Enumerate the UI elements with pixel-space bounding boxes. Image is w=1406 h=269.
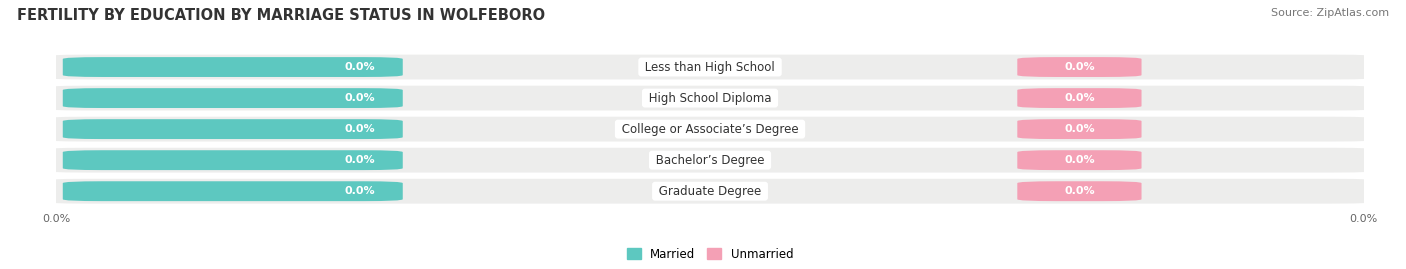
Text: Bachelor’s Degree: Bachelor’s Degree [652,154,768,167]
Text: 0.0%: 0.0% [344,186,375,196]
FancyBboxPatch shape [63,181,402,201]
FancyBboxPatch shape [63,57,402,77]
Text: 0.0%: 0.0% [344,93,375,103]
FancyBboxPatch shape [37,86,1384,111]
Text: 0.0%: 0.0% [1064,155,1095,165]
FancyBboxPatch shape [1018,119,1142,139]
FancyBboxPatch shape [1018,150,1142,170]
Text: Graduate Degree: Graduate Degree [655,185,765,198]
Text: 0.0%: 0.0% [344,62,375,72]
Text: 0.0%: 0.0% [344,155,375,165]
FancyBboxPatch shape [37,148,1384,173]
Text: 0.0%: 0.0% [1064,124,1095,134]
FancyBboxPatch shape [1018,57,1142,77]
Text: 0.0%: 0.0% [344,124,375,134]
Text: 0.0%: 0.0% [1064,186,1095,196]
FancyBboxPatch shape [63,119,402,139]
Text: 0.0%: 0.0% [1064,93,1095,103]
FancyBboxPatch shape [1018,88,1142,108]
Text: College or Associate’s Degree: College or Associate’s Degree [617,123,803,136]
FancyBboxPatch shape [37,117,1384,141]
Text: Source: ZipAtlas.com: Source: ZipAtlas.com [1271,8,1389,18]
FancyBboxPatch shape [1018,181,1142,201]
Text: High School Diploma: High School Diploma [645,91,775,105]
FancyBboxPatch shape [37,55,1384,79]
FancyBboxPatch shape [37,179,1384,204]
Text: FERTILITY BY EDUCATION BY MARRIAGE STATUS IN WOLFEBORO: FERTILITY BY EDUCATION BY MARRIAGE STATU… [17,8,546,23]
Legend: Married, Unmarried: Married, Unmarried [621,243,799,265]
Text: 0.0%: 0.0% [1064,62,1095,72]
FancyBboxPatch shape [63,150,402,170]
Text: Less than High School: Less than High School [641,61,779,73]
FancyBboxPatch shape [63,88,402,108]
